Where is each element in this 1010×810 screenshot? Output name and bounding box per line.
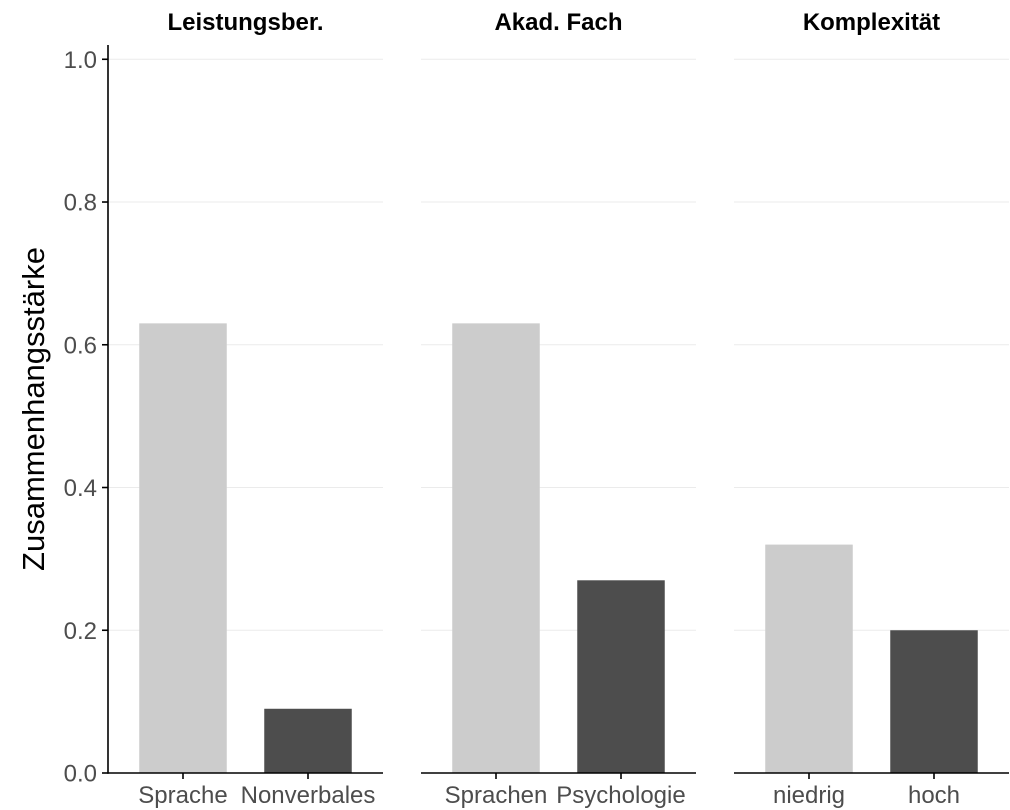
facet-title-1: Leistungsber. (167, 9, 323, 36)
bar-hoch (890, 630, 978, 773)
x-tick-label: niedrig (773, 782, 845, 809)
x-tick-label: Psychologie (556, 782, 685, 809)
bars (139, 323, 978, 773)
y-tick-label: 1.0 (64, 47, 97, 74)
x-tick-label: Sprachen (445, 782, 548, 809)
y-axis-title: Zusammenhangsstärke (16, 247, 51, 571)
bar-sprache (139, 323, 227, 773)
bar-nonverbales (264, 708, 352, 773)
y-tick-label: 0.4 (64, 475, 97, 502)
gridlines (108, 58, 1009, 631)
facet-title-3: Komplexität (803, 9, 940, 36)
x-tick-label: Nonverbales (241, 782, 376, 809)
bar-psychologie (577, 580, 665, 773)
x-tick-label: Sprache (138, 782, 227, 809)
y-tick-label: 0.8 (64, 190, 97, 217)
x-tick-label: hoch (908, 782, 960, 809)
y-tick-label: 0.6 (64, 332, 97, 359)
y-tick-label: 0.0 (64, 761, 97, 788)
y-tick-label: 0.2 (64, 618, 97, 645)
bar-sprachen (452, 323, 540, 773)
bar-niedrig (765, 544, 853, 773)
labels: Sprache Nonverbales Leistungsber. Sprachen P… (64, 9, 960, 809)
facet-title-2: Akad. Fach (494, 9, 622, 36)
axes (102, 45, 1009, 779)
